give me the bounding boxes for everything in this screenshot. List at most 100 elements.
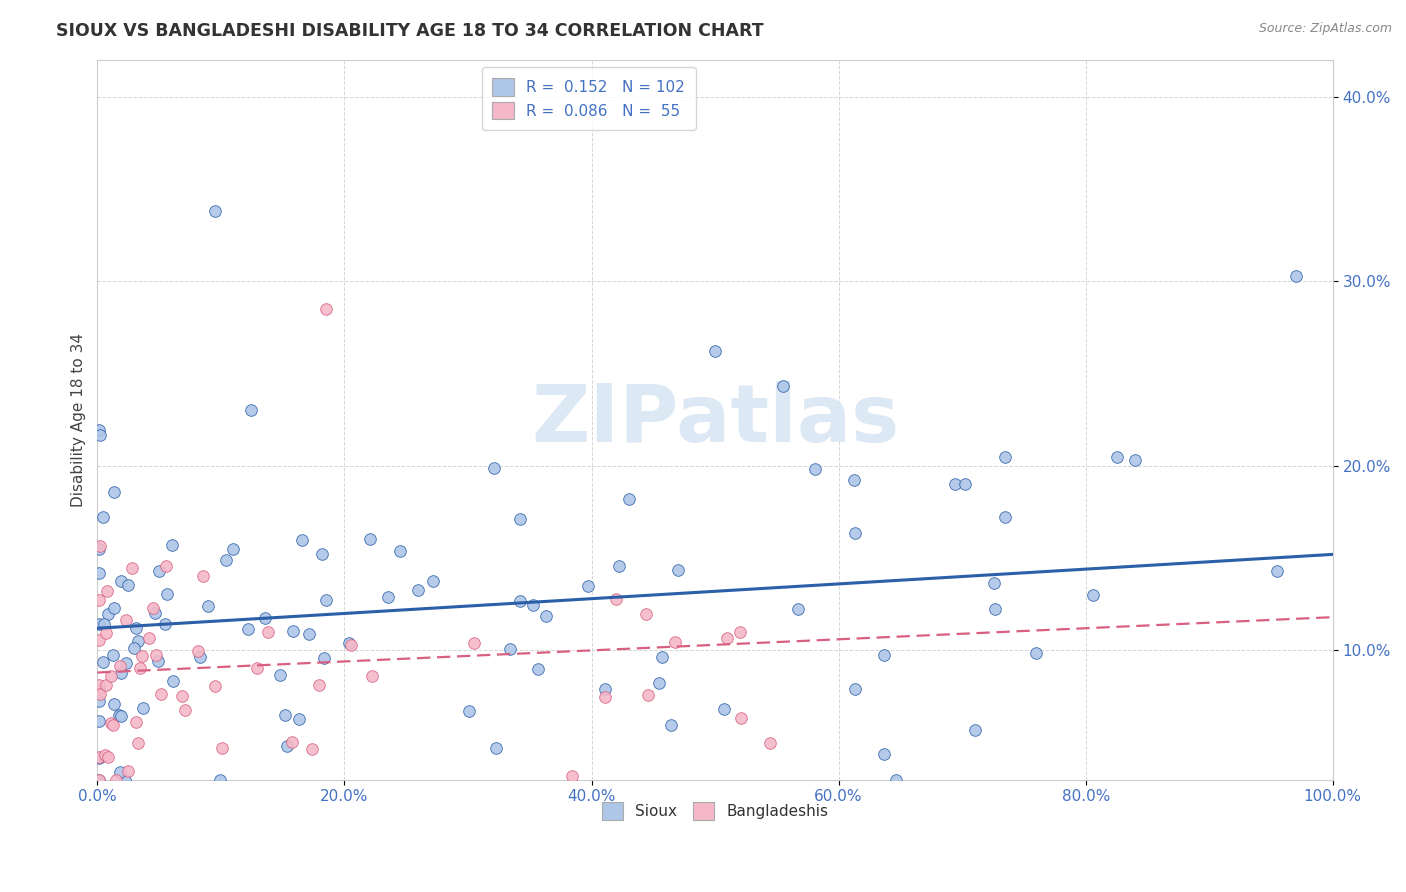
Point: [110, 709, 132, 723]
Point: [406, 582, 429, 597]
Point: [983, 575, 1005, 590]
Point: [117, 578, 139, 592]
Point: [153, 617, 176, 632]
Point: [651, 650, 673, 665]
Point: [89, 542, 111, 557]
Point: [666, 563, 689, 577]
Point: [87, 632, 110, 647]
Point: [1285, 268, 1308, 283]
Point: [1081, 588, 1104, 602]
Point: [728, 625, 751, 640]
Point: [156, 587, 179, 601]
Point: [114, 772, 136, 787]
Point: [125, 715, 148, 730]
Point: [110, 574, 132, 589]
Point: [422, 574, 444, 588]
Point: [143, 606, 166, 620]
Point: [274, 708, 297, 723]
Point: [359, 532, 381, 546]
Point: [522, 598, 544, 612]
Point: [104, 772, 127, 787]
Point: [873, 648, 896, 662]
Point: [605, 591, 627, 606]
Text: Source: ZipAtlas.com: Source: ZipAtlas.com: [1258, 22, 1392, 36]
Point: [127, 634, 149, 648]
Point: [704, 344, 727, 359]
Point: [1265, 564, 1288, 578]
Point: [87, 592, 110, 607]
Point: [509, 511, 531, 525]
Point: [485, 740, 508, 755]
Point: [87, 681, 110, 696]
Point: [100, 715, 122, 730]
Point: [103, 718, 125, 732]
Point: [148, 654, 170, 668]
Point: [142, 600, 165, 615]
Point: [463, 636, 485, 650]
Point: [943, 476, 966, 491]
Point: [844, 473, 866, 487]
Text: ZIPatlas: ZIPatlas: [531, 381, 900, 458]
Point: [87, 566, 110, 581]
Point: [162, 674, 184, 689]
Point: [103, 485, 125, 500]
Point: [127, 736, 149, 750]
Text: SIOUX VS BANGLADESHI DISABILITY AGE 18 TO 34 CORRELATION CHART: SIOUX VS BANGLADESHI DISABILITY AGE 18 T…: [56, 22, 763, 40]
Point: [89, 687, 111, 701]
Point: [787, 602, 810, 616]
Point: [94, 748, 117, 763]
Point: [246, 661, 269, 675]
Point: [872, 747, 894, 761]
Point: [204, 679, 226, 693]
Point: [93, 617, 115, 632]
Point: [103, 697, 125, 711]
Point: [994, 450, 1017, 464]
Point: [91, 510, 114, 524]
Point: [87, 714, 110, 728]
Point: [107, 708, 129, 723]
Point: [131, 648, 153, 663]
Point: [526, 662, 548, 676]
Point: [994, 509, 1017, 524]
Point: [138, 631, 160, 645]
Point: [716, 631, 738, 645]
Point: [963, 723, 986, 738]
Point: [509, 594, 531, 608]
Point: [291, 533, 314, 547]
Point: [115, 613, 138, 627]
Point: [254, 611, 277, 625]
Point: [115, 656, 138, 670]
Point: [87, 693, 110, 707]
Point: [87, 772, 110, 787]
Point: [170, 690, 193, 704]
Point: [149, 687, 172, 701]
Point: [637, 688, 659, 702]
Point: [97, 607, 120, 621]
Point: [713, 702, 735, 716]
Point: [484, 461, 506, 475]
Legend: Sioux, Bangladeshis: Sioux, Bangladeshis: [596, 796, 834, 826]
Point: [281, 624, 304, 639]
Point: [377, 590, 399, 604]
Point: [311, 547, 333, 561]
Point: [499, 642, 522, 657]
Point: [340, 638, 363, 652]
Point: [772, 379, 794, 393]
Point: [804, 462, 827, 476]
Point: [145, 648, 167, 662]
Point: [103, 648, 125, 662]
Point: [239, 402, 262, 417]
Point: [108, 659, 131, 673]
Point: [208, 772, 231, 787]
Point: [576, 579, 599, 593]
Point: [844, 526, 866, 541]
Point: [276, 739, 298, 753]
Point: [664, 635, 686, 649]
Point: [361, 669, 384, 683]
Point: [87, 423, 110, 437]
Point: [87, 616, 110, 631]
Point: [758, 736, 780, 750]
Point: [103, 601, 125, 615]
Point: [389, 544, 412, 558]
Point: [131, 700, 153, 714]
